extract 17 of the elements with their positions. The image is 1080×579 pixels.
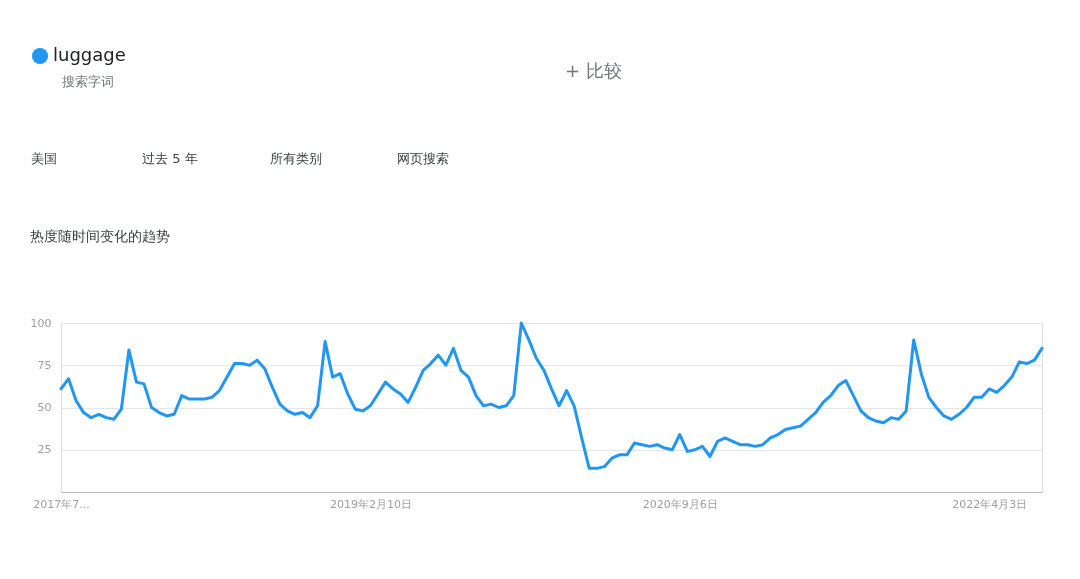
text: 美国 [31,151,57,166]
line-series [59,321,1044,470]
y-tick-label: 50 [37,401,52,414]
text: 搜索字词 [62,74,114,89]
y-tick-label: 75 [37,358,52,372]
text: 过去 5 年 [142,151,198,166]
x-tick-label: 2022年4月3日 [952,497,1028,511]
text: 网页搜索 [397,151,449,166]
chart-title: 热度随时间变化的趋势 [30,228,170,244]
y-tick-label: 100 [30,316,52,330]
legend-label: luggage [53,44,126,65]
text: 所有类别 [270,151,322,166]
text: + 比较 [565,60,622,81]
y-tick-label: 25 [37,443,52,457]
x-tick-label: 2017年7... [33,497,90,511]
x-tick-label: 2020年9月6日 [642,497,718,511]
x-tick-label: 2019年2月10日 [329,497,412,511]
